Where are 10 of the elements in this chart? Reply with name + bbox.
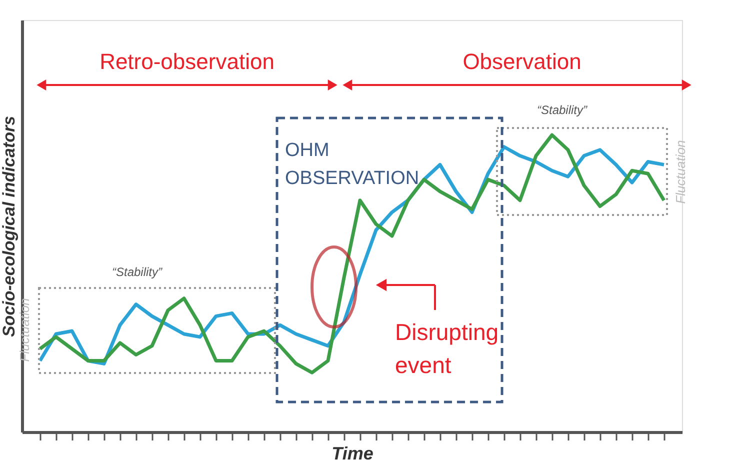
text: Retro-observation (100, 49, 274, 74)
text: “Stability” (536, 103, 588, 117)
text: Observation (462, 49, 582, 74)
annotation: Fluctuation (673, 140, 688, 204)
annotation: OHM OBSERVATION (285, 140, 420, 189)
x-axis-title: Time (332, 443, 374, 464)
annotation: “Stability” (112, 265, 164, 279)
annotation: Disrupting event (395, 319, 499, 378)
y-axis-title: Socio-ecological indicators (0, 116, 18, 338)
annotation: Fluctuation (17, 298, 32, 362)
